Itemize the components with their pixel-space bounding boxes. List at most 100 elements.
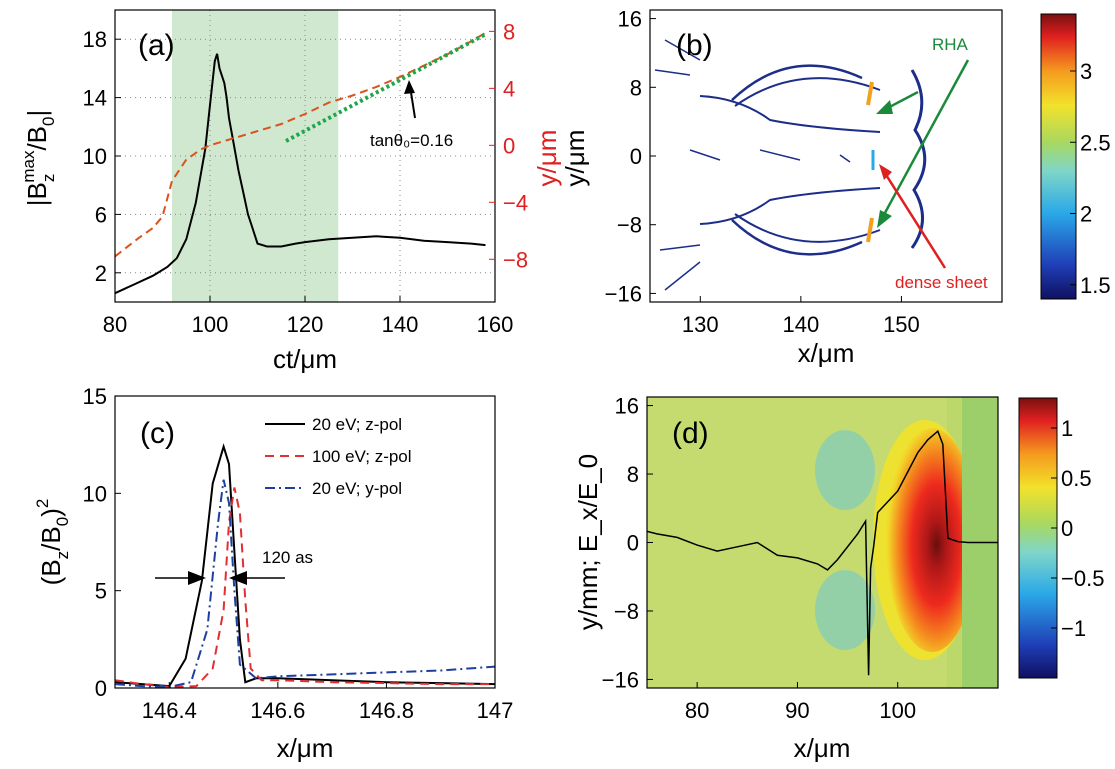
panel-a-y-ticks-left: 2 6 10 14 18 bbox=[83, 27, 121, 286]
panel-b-front-wall bbox=[910, 69, 927, 249]
panel-b-colorbar-tick-label: 2 bbox=[1080, 202, 1092, 227]
panel-b-ytick-label: 8 bbox=[630, 75, 642, 100]
panel-d-series bbox=[647, 429, 998, 676]
panel-c-ytick-label: 5 bbox=[95, 579, 107, 604]
panel-c-x-ticks: 146.4 146.6 146.8 147 bbox=[142, 682, 514, 723]
panel-b-xtick-label: 150 bbox=[883, 312, 920, 337]
panel-b-xlabel: x/μm bbox=[798, 338, 855, 368]
panel-d-colorbar-tick-label: −0.5 bbox=[1061, 566, 1104, 591]
panel-b-ytick-label: −8 bbox=[617, 213, 642, 238]
panel-d-xtick-label: 80 bbox=[685, 698, 709, 723]
panel-b-rha-sheet-upper bbox=[866, 81, 874, 106]
panel-c-fwhm-arrowhead-right bbox=[229, 571, 247, 585]
panel-a-series-1 bbox=[114, 31, 487, 258]
panel-c-fwhm-arrowhead-left bbox=[188, 571, 206, 585]
panel-d-ytick-label: 16 bbox=[615, 394, 639, 419]
panel-d-colorbar bbox=[1018, 397, 1058, 679]
panel-c-ylabel: (Bz/B0)2 bbox=[33, 499, 72, 586]
panel-b-upper-tail bbox=[699, 95, 881, 133]
panel-a-ytick-left-label: 6 bbox=[95, 202, 107, 227]
panel-a-ytick-left-label: 2 bbox=[95, 261, 107, 286]
panel-a-ytick-right-label: 0 bbox=[503, 133, 515, 158]
panel-a-ytick-right-label: 4 bbox=[503, 76, 515, 101]
panel-a-ytick-right-label: 8 bbox=[503, 19, 515, 44]
panel-a: 80 100 120 140 160 2 6 10 14 18 −8 −4 0 4 8 (a) ct/μ… bbox=[19, 9, 562, 374]
panel-a-annotation-arrowhead bbox=[404, 80, 415, 94]
panel-b-lower-tail bbox=[699, 187, 881, 225]
panel-d-xtick-label: 90 bbox=[785, 698, 809, 723]
panel-a-xlabel: ct/μm bbox=[273, 344, 337, 374]
panel-a-series bbox=[114, 31, 487, 295]
panel-b-colorbar-ticks: 3 2.5 2 1.5 bbox=[1070, 59, 1111, 298]
panel-b-label: (b) bbox=[676, 29, 713, 62]
panel-a-xtick-label: 160 bbox=[477, 312, 514, 337]
panel-b-ytick-label: 0 bbox=[630, 144, 642, 169]
panel-c-series-2 bbox=[114, 479, 496, 689]
panel-a-series-2 bbox=[285, 32, 487, 143]
panel-d-xtick-label: 100 bbox=[879, 698, 916, 723]
panel-b-ytick-label: −16 bbox=[605, 281, 642, 306]
panel-d-x-ticks: 80 90 100 bbox=[685, 682, 916, 723]
panel-d-field-map bbox=[647, 397, 998, 688]
panel-d-colorbar-tick-label: 1 bbox=[1061, 416, 1073, 441]
panel-b-lower-outer-arc bbox=[731, 219, 863, 256]
panel-d-ytick-label: 8 bbox=[627, 462, 639, 487]
panel-b-colorbar-tick-label: 2.5 bbox=[1080, 130, 1111, 155]
panel-d-ytick-label: 0 bbox=[627, 531, 639, 556]
panel-d-ytick-label: −16 bbox=[602, 667, 639, 692]
panel-b-upper-outer-arc bbox=[731, 64, 863, 101]
panel-c-xtick-label: 146.8 bbox=[359, 698, 414, 723]
panel-d-hotspot bbox=[886, 428, 978, 652]
panel-a-ytick-left-label: 10 bbox=[83, 144, 107, 169]
panel-c-label: (c) bbox=[140, 417, 175, 450]
panel-d-colorbar-ticks: 1 0.5 0 −0.5 −1 bbox=[1051, 416, 1104, 641]
panel-b-ylabel: y/μm bbox=[560, 130, 590, 187]
panel-c-series-1 bbox=[114, 487, 495, 689]
panel-c: 146.4 146.6 146.8 147 0 5 10 15 (c) x/μm (Bz/B… bbox=[33, 384, 513, 763]
panel-c-annotation: 120 as bbox=[262, 548, 313, 567]
legend-label-100ev-zpol: 100 eV; z-pol bbox=[312, 447, 412, 466]
panel-c-xtick-label: 147 bbox=[477, 698, 514, 723]
panel-c-xtick-label: 146.4 bbox=[142, 698, 197, 723]
panel-a-ytick-left-label: 18 bbox=[83, 27, 107, 52]
panel-d-ylabel: y/mm; E_x/E_0 bbox=[573, 454, 603, 630]
panel-b-rha-arrowhead-2 bbox=[877, 210, 892, 228]
panel-a-xtick-label: 120 bbox=[287, 312, 324, 337]
panel-d-blue-band-lower bbox=[815, 570, 875, 650]
panel-c-y-ticks: 0 5 10 15 bbox=[83, 384, 121, 701]
panel-c-xlabel: x/μm bbox=[277, 733, 334, 763]
panel-a-ylabel-left: |Bzmax/B0| bbox=[19, 110, 58, 207]
panel-c-ytick-label: 15 bbox=[83, 384, 107, 409]
panel-b-annotation-rha: RHA bbox=[932, 35, 969, 54]
panel-d-y-ticks: 16 8 0 −8 −16 bbox=[602, 394, 653, 692]
panel-b-y-ticks: 16 8 0 −8 −16 bbox=[605, 7, 656, 306]
panel-b-colorbar-tick-label: 1.5 bbox=[1080, 273, 1111, 298]
panel-b-xtick-label: 130 bbox=[682, 312, 719, 337]
panel-a-xtick-label: 100 bbox=[192, 312, 229, 337]
panel-a-ylabel-right: y/μm bbox=[532, 130, 562, 187]
panel-d-series-0 bbox=[647, 429, 998, 676]
panel-a-y-ticks-right: −8 −4 0 4 8 bbox=[489, 19, 528, 272]
panel-b-rha-sheet-lower bbox=[866, 217, 874, 243]
panel-c-series bbox=[114, 443, 496, 689]
panel-a-ytick-right-label: −4 bbox=[503, 190, 528, 215]
panel-d-label: (d) bbox=[672, 417, 709, 450]
panel-a-annotation: tanθ₀=0.16 bbox=[370, 131, 453, 150]
panel-b-structures bbox=[654, 39, 927, 291]
panel-d-xlabel: x/μm bbox=[794, 733, 851, 763]
panel-b-x-ticks: 130 140 150 bbox=[682, 296, 920, 337]
panel-c-frame bbox=[114, 395, 496, 689]
panel-c-series-0 bbox=[114, 443, 496, 688]
panel-b-annotation-dense-sheet: dense sheet bbox=[895, 273, 988, 292]
panel-b-rha-arrow-2 bbox=[878, 59, 970, 223]
panel-a-xtick-label: 80 bbox=[103, 312, 127, 337]
panel-d-colorbar-tick-label: −1 bbox=[1061, 616, 1086, 641]
panel-d-colorbar-tick-label: 0.5 bbox=[1061, 466, 1092, 491]
panel-b-xtick-label: 140 bbox=[782, 312, 819, 337]
panel-b-lower-inner-arc bbox=[734, 213, 881, 243]
panel-a-x-ticks: 80 100 120 140 160 bbox=[103, 296, 514, 337]
panel-c-ytick-label: 0 bbox=[95, 676, 107, 701]
panel-c-legend: 20 eV; z-pol 100 eV; z-pol 20 eV; y-pol bbox=[265, 415, 412, 498]
